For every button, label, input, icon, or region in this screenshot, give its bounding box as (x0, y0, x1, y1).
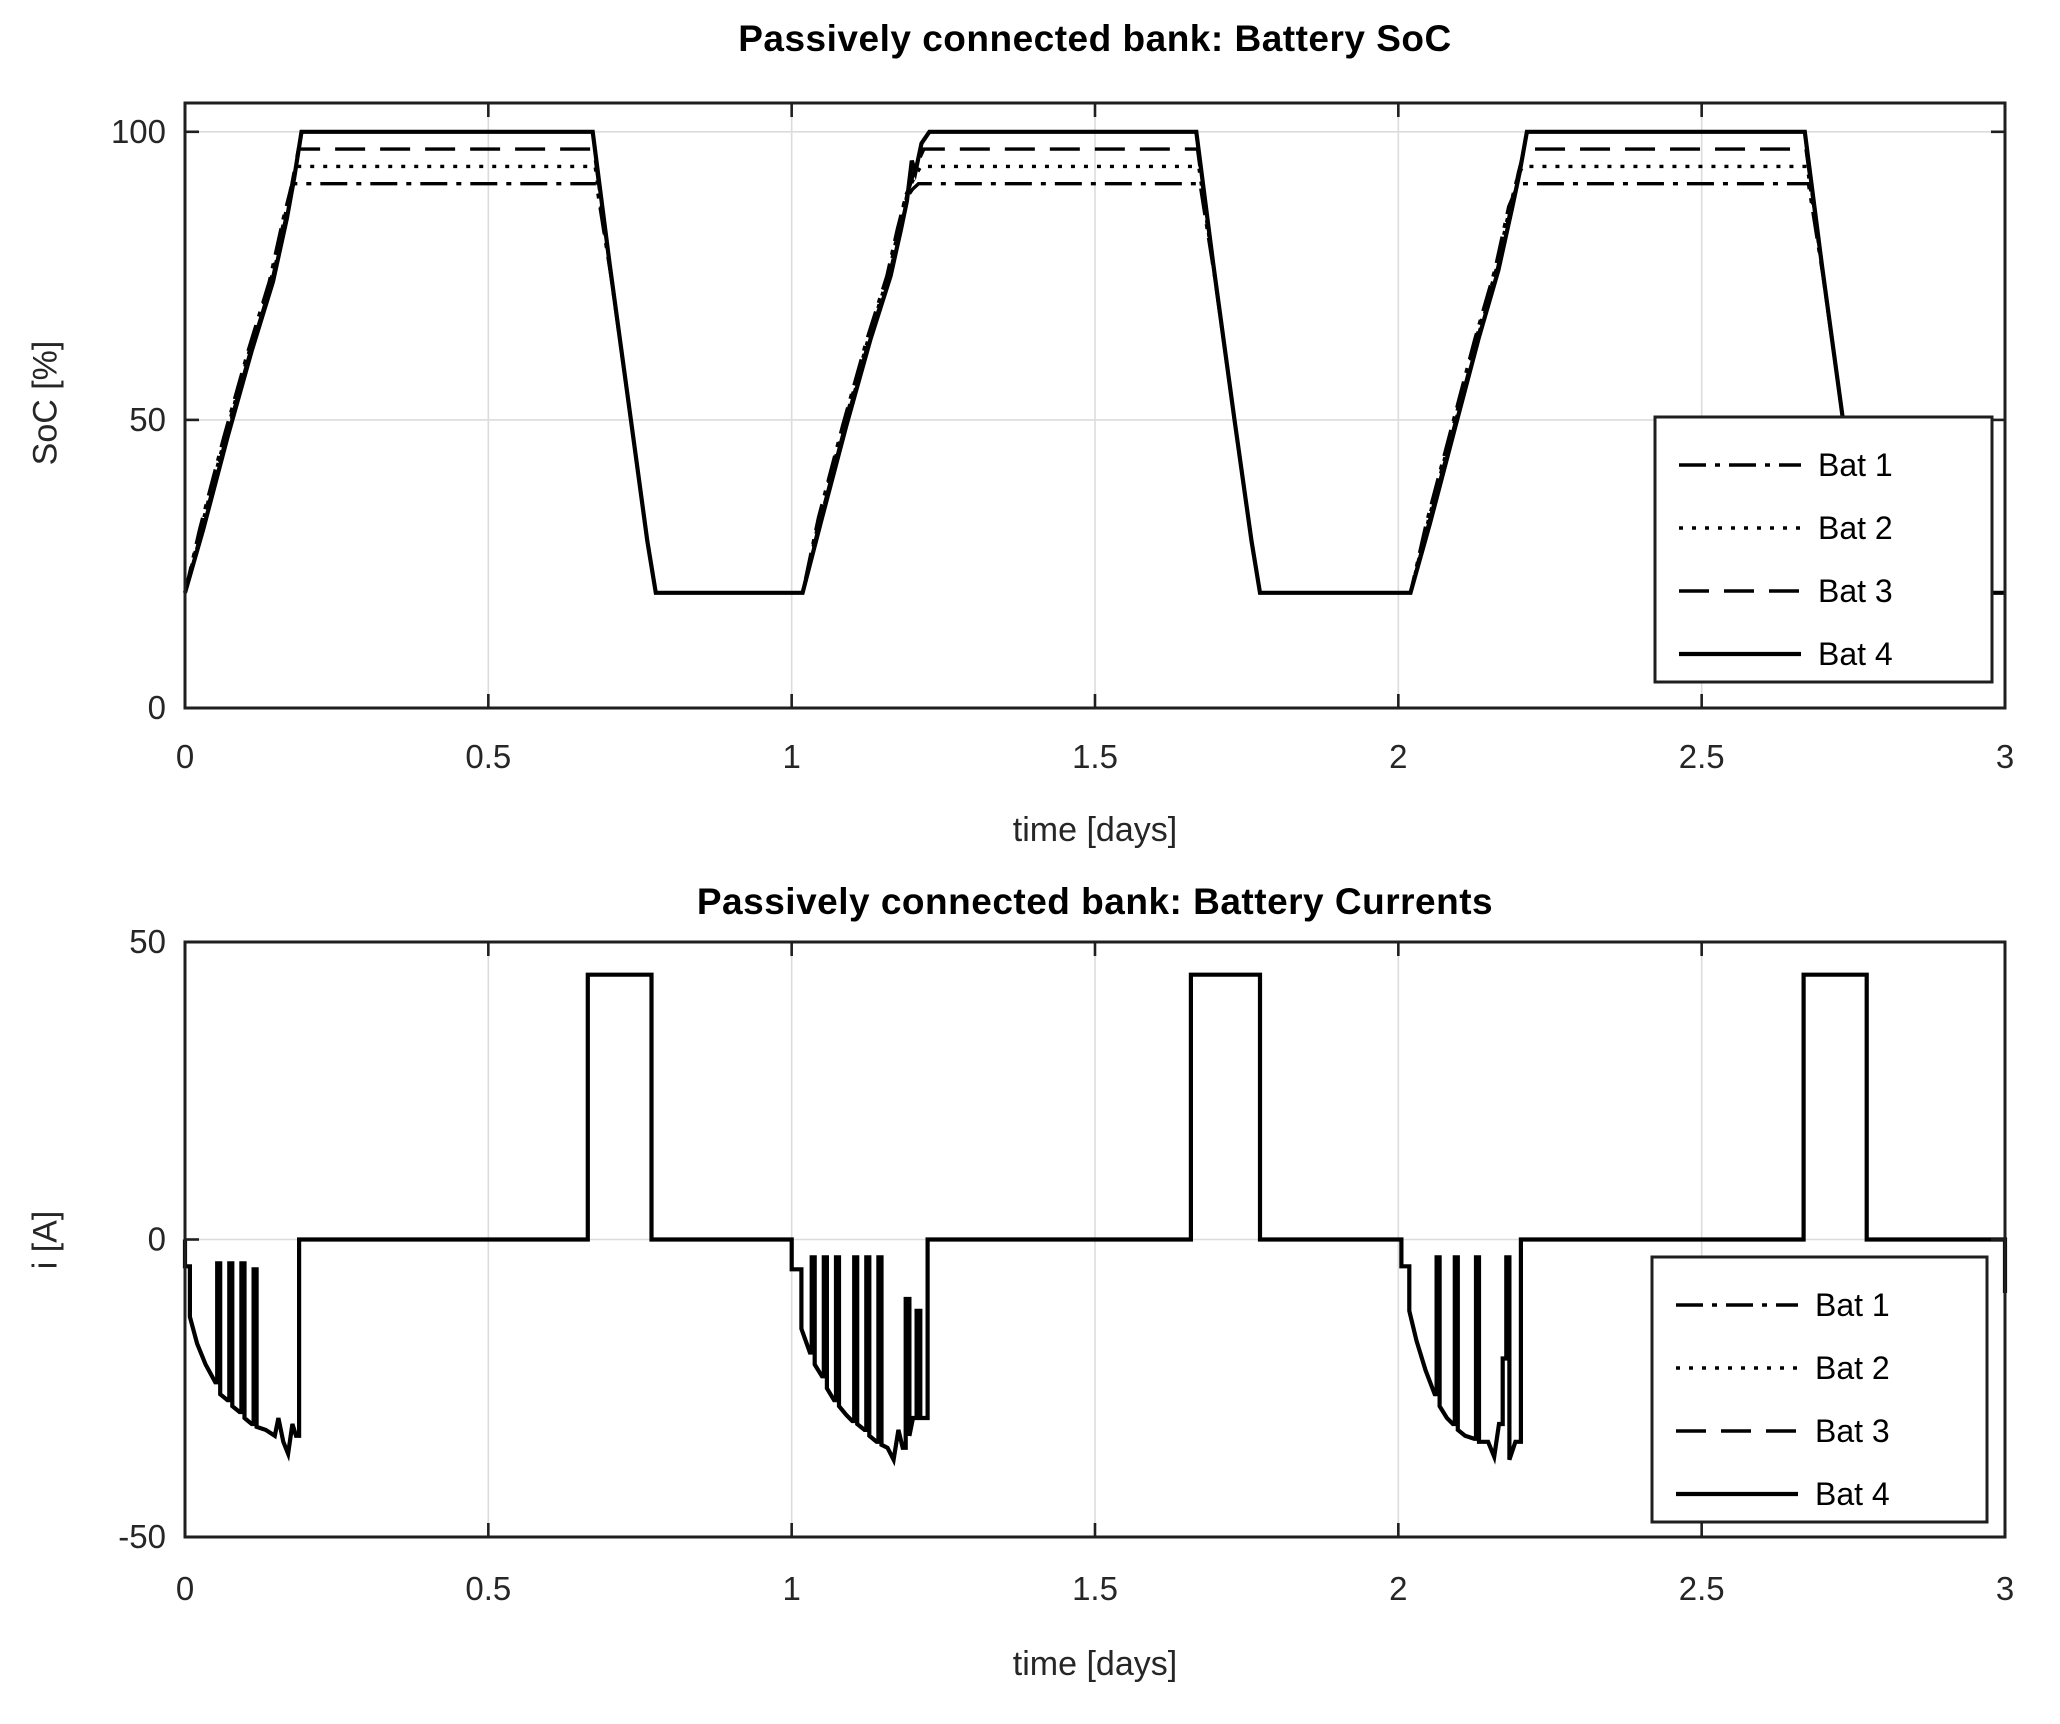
legend-box (1650, 1255, 1989, 1524)
legend-label: Bat 4 (1815, 1476, 1890, 1512)
x-tick-label: 0 (176, 1570, 194, 1607)
legend-item-bat-1: Bat 1 (1679, 447, 1893, 483)
x-tick-label: 2.5 (1679, 738, 1725, 775)
currents-chart-title: Passively connected bank: Battery Curren… (696, 881, 1494, 922)
x-tick-label: 2 (1389, 1570, 1407, 1607)
soc-plot: 0 0.5 1 1.5 2 2.5 3 0 50 100 Bat 1 Bat 2 Bat 3 Bat 4 (111, 101, 2014, 775)
x-tick-label: 1 (782, 738, 800, 775)
legend-label: Bat 2 (1815, 1350, 1890, 1386)
x-tick-label: 1.5 (1072, 1570, 1118, 1607)
x-tick-label: 1.5 (1072, 738, 1118, 775)
legend-label: Bat 4 (1818, 636, 1893, 672)
x-tick-label: 0.5 (465, 738, 511, 775)
legend-label: Bat 1 (1815, 1287, 1890, 1323)
legend-box (1653, 415, 1994, 684)
legend-item-bat-3: Bat 3 (1676, 1413, 1890, 1449)
y-tick-label: 0 (148, 1221, 166, 1258)
legend-label: Bat 2 (1818, 510, 1893, 546)
legend-item-bat-4: Bat 4 (1679, 636, 1893, 672)
series-bat-4 (182, 972, 2008, 1467)
legend-item-bat-2: Bat 2 (1676, 1350, 1890, 1386)
legend-item-bat-2: Bat 2 (1679, 510, 1893, 546)
legend-item-bat-3: Bat 3 (1679, 573, 1893, 609)
y-tick-label: -50 (118, 1518, 166, 1555)
legend-item-bat-4: Bat 4 (1676, 1476, 1890, 1512)
y-tick-label: 100 (111, 113, 166, 150)
x-tick-label: 0.5 (465, 1570, 511, 1607)
legend-label: Bat 1 (1818, 447, 1893, 483)
soc-x-axis-label: time [days] (1012, 811, 1178, 849)
soc-chart-title: Passively connected bank: Battery SoC (738, 18, 1452, 59)
x-tick-label: 3 (1996, 1570, 2014, 1607)
legend: Bat 1 Bat 2 Bat 3 Bat 4 (1653, 415, 1994, 684)
y-tick-label: 0 (148, 689, 166, 726)
legend-label: Bat 3 (1815, 1413, 1890, 1449)
x-tick-label: 2 (1389, 738, 1407, 775)
currents-plot: 0 0.5 1 1.5 2 2.5 3 -50 0 50 Bat 1 Bat 2 Bat 3 Bat 4 (118, 923, 2014, 1607)
legend-label: Bat 3 (1818, 573, 1893, 609)
series-bat-4 (182, 129, 2005, 595)
legend-item-bat-1: Bat 1 (1676, 1287, 1890, 1323)
x-tick-label: 0 (176, 738, 194, 775)
y-tick-label: 50 (129, 401, 166, 438)
y-tick-label: 50 (129, 923, 166, 960)
soc-y-axis-label: SoC [%] (26, 340, 65, 466)
x-tick-label: 1 (782, 1570, 800, 1607)
x-tick-label: 2.5 (1679, 1570, 1725, 1607)
x-tick-label: 3 (1996, 738, 2014, 775)
legend: Bat 1 Bat 2 Bat 3 Bat 4 (1650, 1255, 1989, 1524)
currents-y-axis-label: i [A] (26, 1210, 65, 1270)
currents-x-axis-label: time [days] (1012, 1645, 1178, 1683)
